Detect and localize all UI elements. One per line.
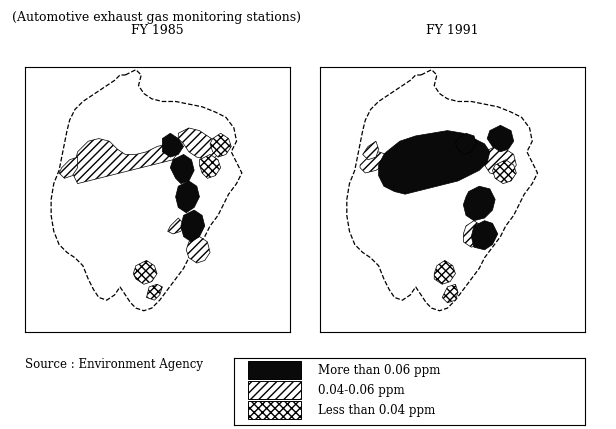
Polygon shape bbox=[168, 218, 184, 234]
Text: 0.04-0.06 ppm: 0.04-0.06 ppm bbox=[318, 384, 405, 397]
Polygon shape bbox=[493, 160, 516, 184]
Text: FY 1991: FY 1991 bbox=[426, 24, 479, 36]
Text: (Automotive exhaust gas monitoring stations): (Automotive exhaust gas monitoring stati… bbox=[12, 11, 301, 24]
Polygon shape bbox=[434, 260, 455, 284]
Polygon shape bbox=[181, 210, 205, 242]
Text: More than 0.06 ppm: More than 0.06 ppm bbox=[318, 364, 440, 377]
Text: FY 1985: FY 1985 bbox=[131, 24, 184, 36]
Polygon shape bbox=[471, 221, 498, 250]
Polygon shape bbox=[463, 186, 495, 221]
Polygon shape bbox=[455, 133, 477, 154]
Polygon shape bbox=[72, 139, 178, 184]
Polygon shape bbox=[186, 236, 210, 263]
Polygon shape bbox=[347, 69, 538, 311]
Polygon shape bbox=[200, 154, 221, 178]
Polygon shape bbox=[170, 154, 194, 184]
Bar bbox=[248, 401, 301, 420]
Polygon shape bbox=[133, 260, 157, 284]
Polygon shape bbox=[178, 128, 221, 160]
Polygon shape bbox=[59, 157, 78, 178]
Polygon shape bbox=[363, 141, 379, 160]
Polygon shape bbox=[147, 284, 163, 300]
Polygon shape bbox=[463, 221, 485, 247]
Polygon shape bbox=[210, 133, 231, 157]
Polygon shape bbox=[176, 181, 200, 213]
Bar bbox=[248, 381, 301, 399]
Polygon shape bbox=[442, 284, 458, 303]
Polygon shape bbox=[485, 147, 516, 175]
Polygon shape bbox=[379, 130, 490, 194]
Text: Less than 0.04 ppm: Less than 0.04 ppm bbox=[318, 404, 436, 417]
Text: Source : Environment Agency: Source : Environment Agency bbox=[25, 358, 203, 371]
Polygon shape bbox=[487, 125, 514, 152]
Polygon shape bbox=[51, 69, 242, 311]
Bar bbox=[248, 361, 301, 380]
Polygon shape bbox=[360, 152, 387, 173]
Polygon shape bbox=[163, 133, 184, 157]
